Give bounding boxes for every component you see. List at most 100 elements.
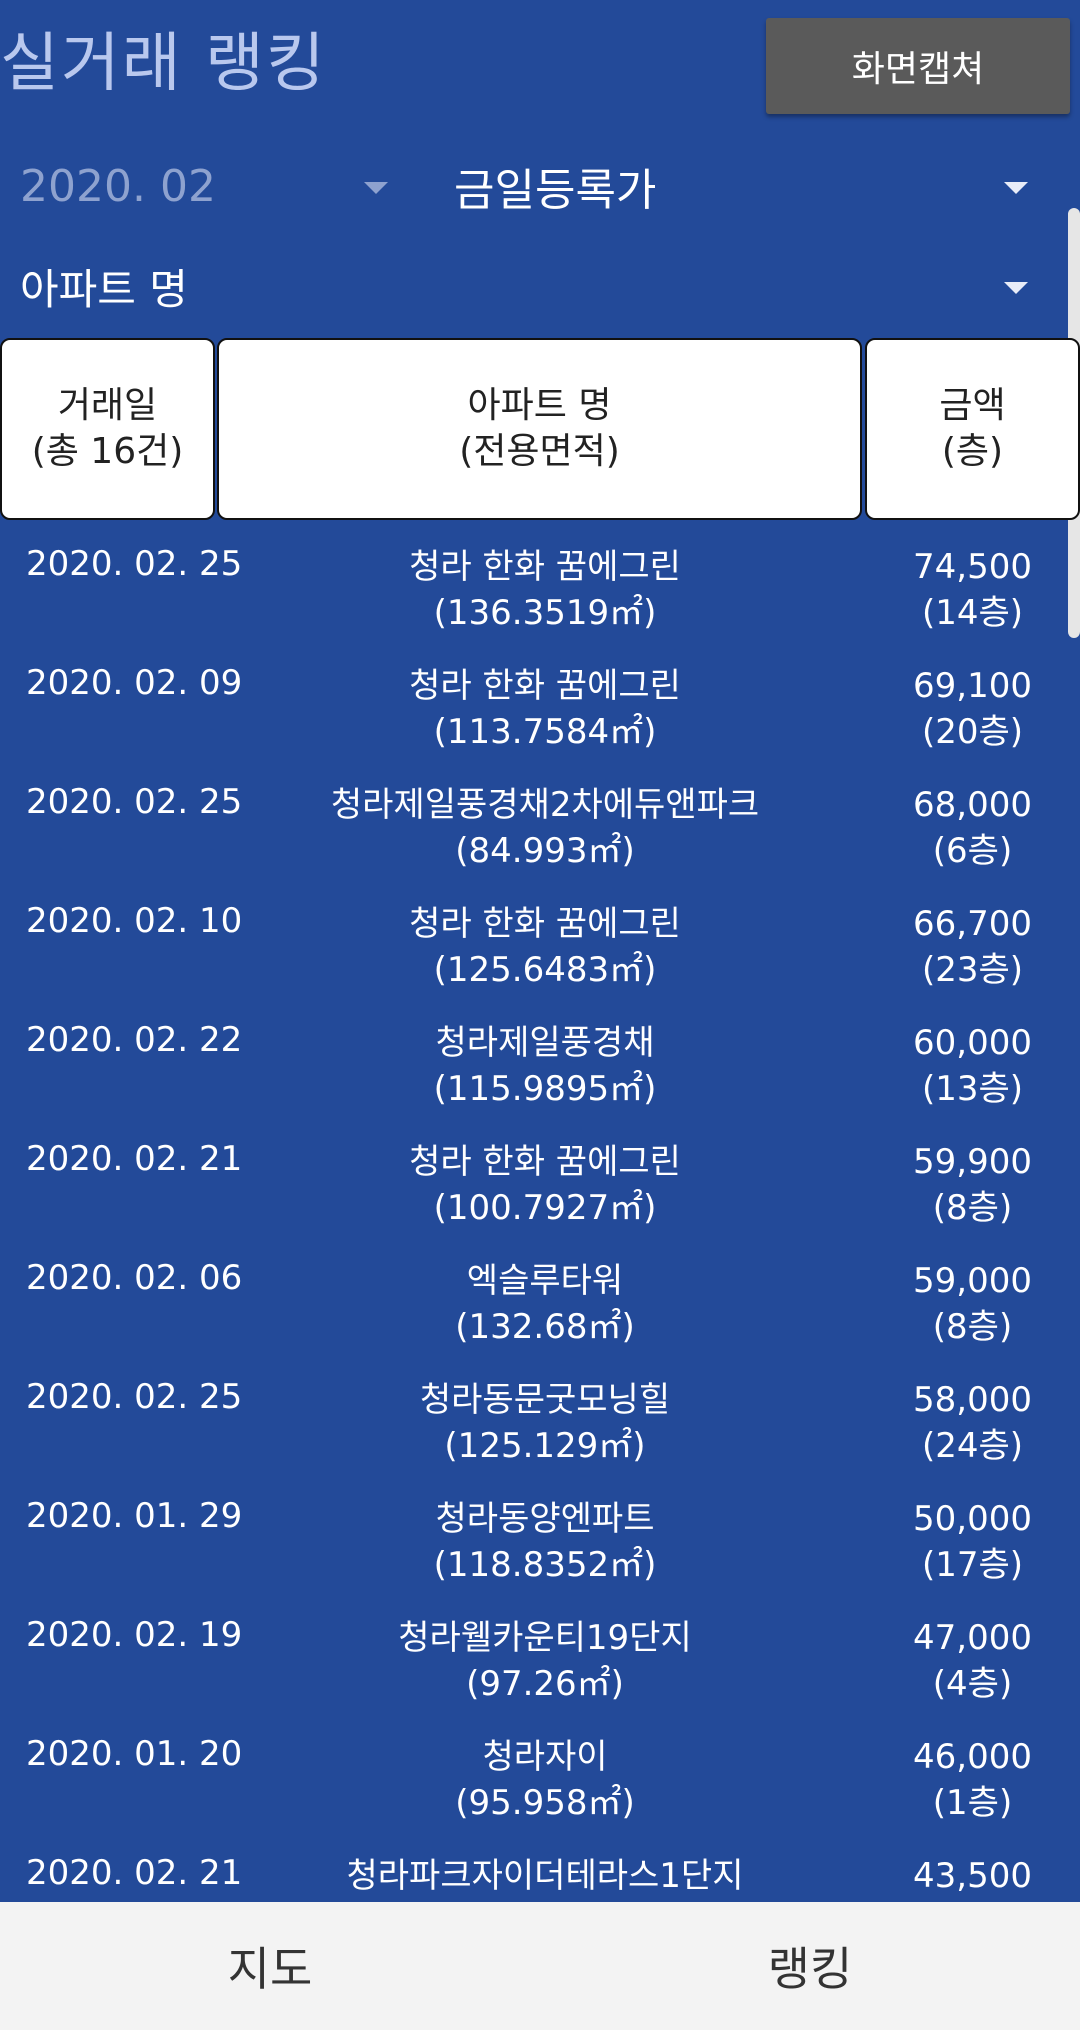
chevron-down-icon bbox=[364, 182, 388, 194]
apartment-area: (113.7584㎡) bbox=[433, 712, 657, 752]
floor-value: (6층) bbox=[932, 831, 1013, 871]
nav-map[interactable]: 지도 bbox=[227, 1942, 313, 1996]
floor-value: (1층) bbox=[932, 1783, 1013, 1823]
row-price: 74,500 (14층) bbox=[880, 544, 1065, 636]
table-row[interactable]: 2020. 02. 10 청라 한화 꿈에그린 (125.6483㎡) 66,70… bbox=[0, 877, 1080, 996]
apartment-name: 청라제일풍경채2차에듀앤파크 bbox=[330, 785, 760, 825]
row-date: 2020. 01. 20 bbox=[26, 1734, 243, 1774]
table-row[interactable]: 2020. 02. 25 청라 한화 꿈에그린 (136.3519㎡) 74,50… bbox=[0, 520, 1080, 639]
row-apartment: 청라 한화 꿈에그린 (136.3519㎡) bbox=[240, 544, 850, 636]
apartment-area: (125.6483㎡) bbox=[433, 950, 657, 990]
sort-select[interactable]: 금일등록가 bbox=[440, 150, 1040, 222]
column-header-date[interactable]: 거래일 (총 16건) bbox=[0, 338, 215, 520]
row-date: 2020. 02. 25 bbox=[26, 1377, 243, 1417]
table-row[interactable]: 2020. 02. 19 청라웰카운티19단지 (97.26㎡) 47,000 (4… bbox=[0, 1591, 1080, 1710]
floor-value: (8층) bbox=[932, 1188, 1013, 1228]
chevron-down-icon bbox=[1004, 182, 1028, 194]
column-header-apartment[interactable]: 아파트 명 (전용면적) bbox=[217, 338, 862, 520]
apartment-name: 청라제일풍경채 bbox=[435, 1023, 655, 1063]
floor-value: (4층) bbox=[932, 1664, 1013, 1704]
apartment-name: 청라웰카운티19단지 bbox=[398, 1618, 692, 1658]
apartment-area: (84.993㎡) bbox=[455, 831, 635, 871]
price-value: 50,000 bbox=[913, 1499, 1032, 1539]
row-price: 60,000 (13층) bbox=[880, 1020, 1065, 1112]
price-value: 43,500 bbox=[913, 1856, 1032, 1896]
price-value: 69,100 bbox=[913, 666, 1032, 706]
price-value: 59,900 bbox=[913, 1142, 1032, 1182]
screen-capture-button[interactable]: 화면캡쳐 bbox=[766, 18, 1070, 114]
floor-value: (23층) bbox=[921, 950, 1024, 990]
table-row[interactable]: 2020. 02. 25 청라동문굿모닝힐 (125.129㎡) 58,000 (2… bbox=[0, 1353, 1080, 1472]
row-date: 2020. 02. 25 bbox=[26, 544, 243, 584]
row-apartment: 청라 한화 꿈에그린 (100.7927㎡) bbox=[240, 1139, 850, 1231]
table-row[interactable]: 2020. 02. 25 청라제일풍경채2차에듀앤파크 (84.993㎡) 68,… bbox=[0, 758, 1080, 877]
apartment-area: (100.7927㎡) bbox=[433, 1188, 657, 1228]
row-date: 2020. 02. 09 bbox=[26, 663, 243, 703]
price-value: 74,500 bbox=[913, 547, 1032, 587]
row-apartment: 청라웰카운티19단지 (97.26㎡) bbox=[240, 1615, 850, 1707]
row-apartment: 청라자이 (95.958㎡) bbox=[240, 1734, 850, 1826]
apartment-name: 청라동양엔파트 bbox=[435, 1499, 655, 1539]
row-apartment: 청라동양엔파트 (118.8352㎡) bbox=[240, 1496, 850, 1588]
floor-value: (14층) bbox=[921, 593, 1024, 633]
row-price: 59,900 (8층) bbox=[880, 1139, 1065, 1231]
apartment-name: 청라파크자이더테라스1단지 bbox=[346, 1856, 744, 1896]
price-value: 68,000 bbox=[913, 785, 1032, 825]
apartment-name: 엑슬루타워 bbox=[466, 1261, 624, 1301]
column-header-sublabel: (총 16건) bbox=[31, 431, 184, 472]
apartment-area: (115.9895㎡) bbox=[433, 1069, 657, 1109]
price-value: 46,000 bbox=[913, 1737, 1032, 1777]
nav-ranking[interactable]: 랭킹 bbox=[767, 1942, 853, 1996]
row-apartment: 청라 한화 꿈에그린 (113.7584㎡) bbox=[240, 663, 850, 755]
chevron-down-icon bbox=[1004, 282, 1028, 294]
row-date: 2020. 02. 25 bbox=[26, 782, 243, 822]
price-value: 59,000 bbox=[913, 1261, 1032, 1301]
row-price: 46,000 (1층) bbox=[880, 1734, 1065, 1826]
column-header-price[interactable]: 금액 (층) bbox=[865, 338, 1080, 520]
apartment-area: (136.3519㎡) bbox=[433, 593, 657, 633]
apartment-select[interactable]: 아파트 명 bbox=[20, 250, 1040, 322]
row-price: 68,000 (6층) bbox=[880, 782, 1065, 874]
column-header-sublabel: (전용면적) bbox=[459, 431, 620, 472]
table-row[interactable]: 2020. 01. 29 청라동양엔파트 (118.8352㎡) 50,000 (1… bbox=[0, 1472, 1080, 1591]
price-value: 47,000 bbox=[913, 1618, 1032, 1658]
row-date: 2020. 02. 19 bbox=[26, 1615, 243, 1655]
floor-value: (20층) bbox=[921, 712, 1024, 752]
floor-value: (13층) bbox=[921, 1069, 1024, 1109]
row-date: 2020. 02. 06 bbox=[26, 1258, 243, 1298]
row-price: 66,700 (23층) bbox=[880, 901, 1065, 993]
row-price: 58,000 (24층) bbox=[880, 1377, 1065, 1469]
apartment-area: (118.8352㎡) bbox=[433, 1545, 657, 1585]
apartment-name: 청라동문굿모닝힐 bbox=[419, 1380, 671, 1420]
table-row[interactable]: 2020. 02. 22 청라제일풍경채 (115.9895㎡) 60,000 (1… bbox=[0, 996, 1080, 1115]
page-title: 실거래 랭킹 bbox=[0, 27, 327, 101]
month-select-value: 2020. 02 bbox=[20, 160, 216, 212]
column-header-label: 아파트 명 bbox=[467, 385, 612, 426]
row-price: 47,000 (4층) bbox=[880, 1615, 1065, 1707]
table-row[interactable]: 2020. 02. 06 엑슬루타워 (132.68㎡) 59,000 (8층) bbox=[0, 1234, 1080, 1353]
row-price: 69,100 (20층) bbox=[880, 663, 1065, 755]
table-row[interactable]: 2020. 02. 09 청라 한화 꿈에그린 (113.7584㎡) 69,10… bbox=[0, 639, 1080, 758]
row-apartment: 청라제일풍경채2차에듀앤파크 (84.993㎡) bbox=[240, 782, 850, 874]
apartment-select-value: 아파트 명 bbox=[20, 264, 188, 314]
bottom-navigation: 지도 랭킹 bbox=[0, 1902, 1080, 2030]
apartment-name: 청라 한화 꿈에그린 bbox=[409, 547, 681, 587]
row-date: 2020. 02. 21 bbox=[26, 1139, 243, 1179]
floor-value: (8층) bbox=[932, 1307, 1013, 1347]
row-price: 59,000 (8층) bbox=[880, 1258, 1065, 1350]
transaction-list[interactable]: 2020. 02. 25 청라 한화 꿈에그린 (136.3519㎡) 74,50… bbox=[0, 520, 1080, 1900]
row-date: 2020. 02. 10 bbox=[26, 901, 243, 941]
apartment-name: 청라 한화 꿈에그린 bbox=[409, 1142, 681, 1182]
apartment-area: (125.129㎡) bbox=[444, 1426, 646, 1466]
table-row[interactable]: 2020. 02. 21 청라 한화 꿈에그린 (100.7927㎡) 59,90… bbox=[0, 1115, 1080, 1234]
row-apartment: 청라동문굿모닝힐 (125.129㎡) bbox=[240, 1377, 850, 1469]
row-date: 2020. 02. 22 bbox=[26, 1020, 243, 1060]
row-date: 2020. 01. 29 bbox=[26, 1496, 243, 1536]
table-row[interactable]: 2020. 02. 21 청라파크자이더테라스1단지 43,500 bbox=[0, 1829, 1080, 1900]
month-select[interactable]: 2020. 02 bbox=[20, 150, 388, 222]
apartment-area: (97.26㎡) bbox=[466, 1664, 624, 1704]
apartment-name: 청라자이 bbox=[482, 1737, 608, 1777]
sort-select-value: 금일등록가 bbox=[454, 165, 657, 216]
apartment-name: 청라 한화 꿈에그린 bbox=[409, 904, 681, 944]
table-row[interactable]: 2020. 01. 20 청라자이 (95.958㎡) 46,000 (1층) bbox=[0, 1710, 1080, 1829]
